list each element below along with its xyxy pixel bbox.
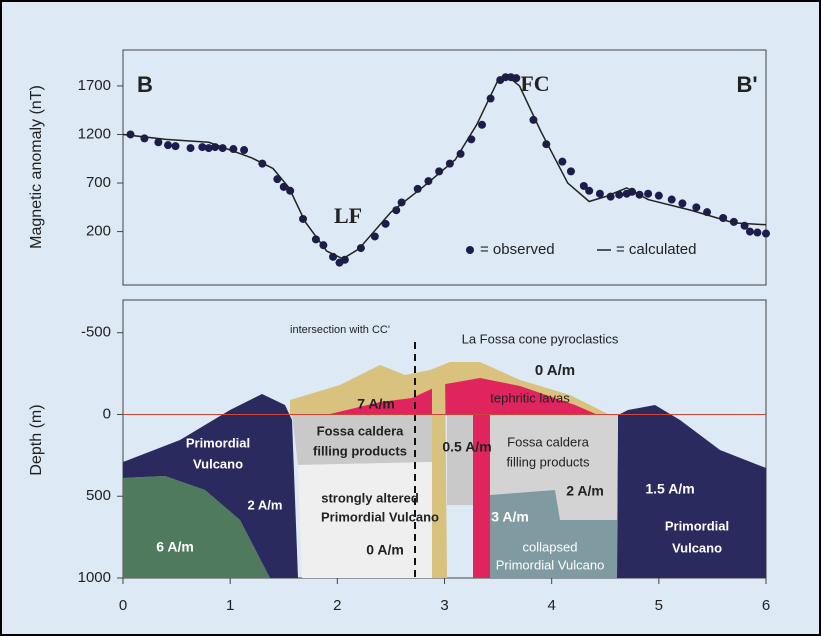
y-tick-label: 1200 [78, 125, 111, 142]
observed-point [678, 199, 687, 208]
annotation: LF [334, 203, 362, 228]
unit-label: Vulcano [672, 540, 722, 555]
y-tick-label: 1000 [78, 569, 111, 586]
observed-point [311, 235, 320, 244]
observed-point [667, 195, 676, 204]
x-tick-label: 4 [547, 597, 555, 614]
observed-point [186, 144, 195, 153]
unit-collapsed [490, 490, 617, 578]
x-tick-label: 0 [119, 597, 127, 614]
x-tick-label: 1 [226, 597, 234, 614]
unit-caldera-left [292, 415, 432, 465]
observed-point [654, 191, 663, 200]
observed-point [126, 130, 135, 139]
observed-point [424, 177, 433, 186]
x-tick-label: 2 [333, 597, 341, 614]
y-tick-label: -500 [81, 324, 111, 341]
legend-label: = observed [480, 241, 555, 258]
observed-point [512, 74, 521, 83]
observed-point [745, 227, 754, 236]
unit-label: Primordial Vulcano [321, 509, 439, 524]
unit-label: La Fossa cone pyroclastics [462, 331, 619, 346]
unit-caldera-right [490, 415, 618, 520]
observed-point [413, 184, 422, 193]
observed-point [579, 181, 588, 190]
unit-label: 0.5 A/m [442, 439, 491, 455]
unit-label: filling products [506, 454, 590, 469]
unit-label: Fossa caldera [507, 434, 589, 449]
y-tick-label: 500 [86, 487, 111, 504]
observed-point [558, 157, 567, 166]
unit-label: filling products [313, 443, 407, 458]
unit-label: strongly altered [321, 490, 419, 505]
observed-point [198, 143, 207, 152]
unit-label: intersection with CC' [290, 324, 390, 336]
observed-point [753, 228, 762, 237]
observed-point [595, 189, 604, 198]
x-tick-label: 3 [440, 597, 448, 614]
unit-label: 1.5 A/m [645, 481, 694, 497]
y-tick-label: 1700 [78, 77, 111, 94]
unit-label: 0 A/m [535, 362, 575, 379]
annotation: B [137, 72, 153, 97]
x-tick-label: 5 [655, 597, 663, 614]
geology [123, 342, 766, 578]
unit-label: collapsed [523, 539, 578, 554]
unit-label: Fossa caldera [317, 423, 404, 438]
unit-label: Primordial [186, 435, 250, 450]
observed-point [164, 141, 173, 150]
observed-point [356, 244, 365, 253]
unit-green [123, 476, 270, 578]
unit-left-primordial [123, 394, 298, 578]
observed-point [585, 186, 594, 195]
annotation: FC [520, 71, 549, 96]
unit-label: 0 A/m [366, 542, 404, 558]
unit-conduit [432, 370, 447, 578]
unit-label: tephritic lavas [490, 390, 570, 405]
observed-point [381, 219, 390, 228]
observed-point [435, 167, 444, 176]
observed-point [644, 189, 653, 198]
y-axis-label: Depth (m) [28, 404, 45, 475]
legend-label: = calculated [616, 241, 696, 258]
observed-point [140, 134, 149, 143]
unit-label: Vulcano [193, 456, 243, 471]
y-tick-label: 200 [86, 223, 111, 240]
observed-point [456, 149, 465, 158]
unit-label: 6 A/m [156, 539, 194, 555]
top-plot-frame [122, 49, 767, 286]
observed-point [762, 229, 770, 238]
unit-label: 3 A/m [491, 509, 529, 525]
unit-label: Primordial [665, 518, 729, 533]
observed-point [154, 138, 163, 147]
x-tick-label: 6 [762, 597, 770, 614]
observed-point [692, 203, 701, 212]
observed-point [615, 190, 624, 199]
observed-point [566, 167, 575, 176]
legend-marker [466, 246, 474, 254]
unit-label: 2 A/m [566, 483, 604, 499]
unit-label: 2 A/m [248, 497, 283, 512]
y-tick-label: 700 [86, 174, 111, 191]
observed-point [370, 232, 379, 241]
calculated-line [122, 76, 767, 260]
observed-point [171, 142, 180, 151]
observed-point [478, 120, 487, 129]
observed-point [392, 206, 401, 215]
y-tick-label: 0 [103, 405, 111, 422]
annotation: B' [736, 72, 757, 97]
unit-altered [298, 462, 432, 578]
unit-caldera-center [447, 415, 473, 505]
unit-right-primordial [617, 405, 766, 578]
observed-point [204, 144, 213, 153]
observed-point [340, 255, 349, 264]
unit-label: 7 A/m [357, 396, 395, 412]
y-axis-label: Magnetic anomaly (nT) [28, 85, 45, 249]
observed-point [240, 146, 249, 155]
observed-point [529, 115, 538, 124]
unit-label: Primordial Vulcano [496, 557, 605, 572]
observed-point [729, 217, 738, 226]
